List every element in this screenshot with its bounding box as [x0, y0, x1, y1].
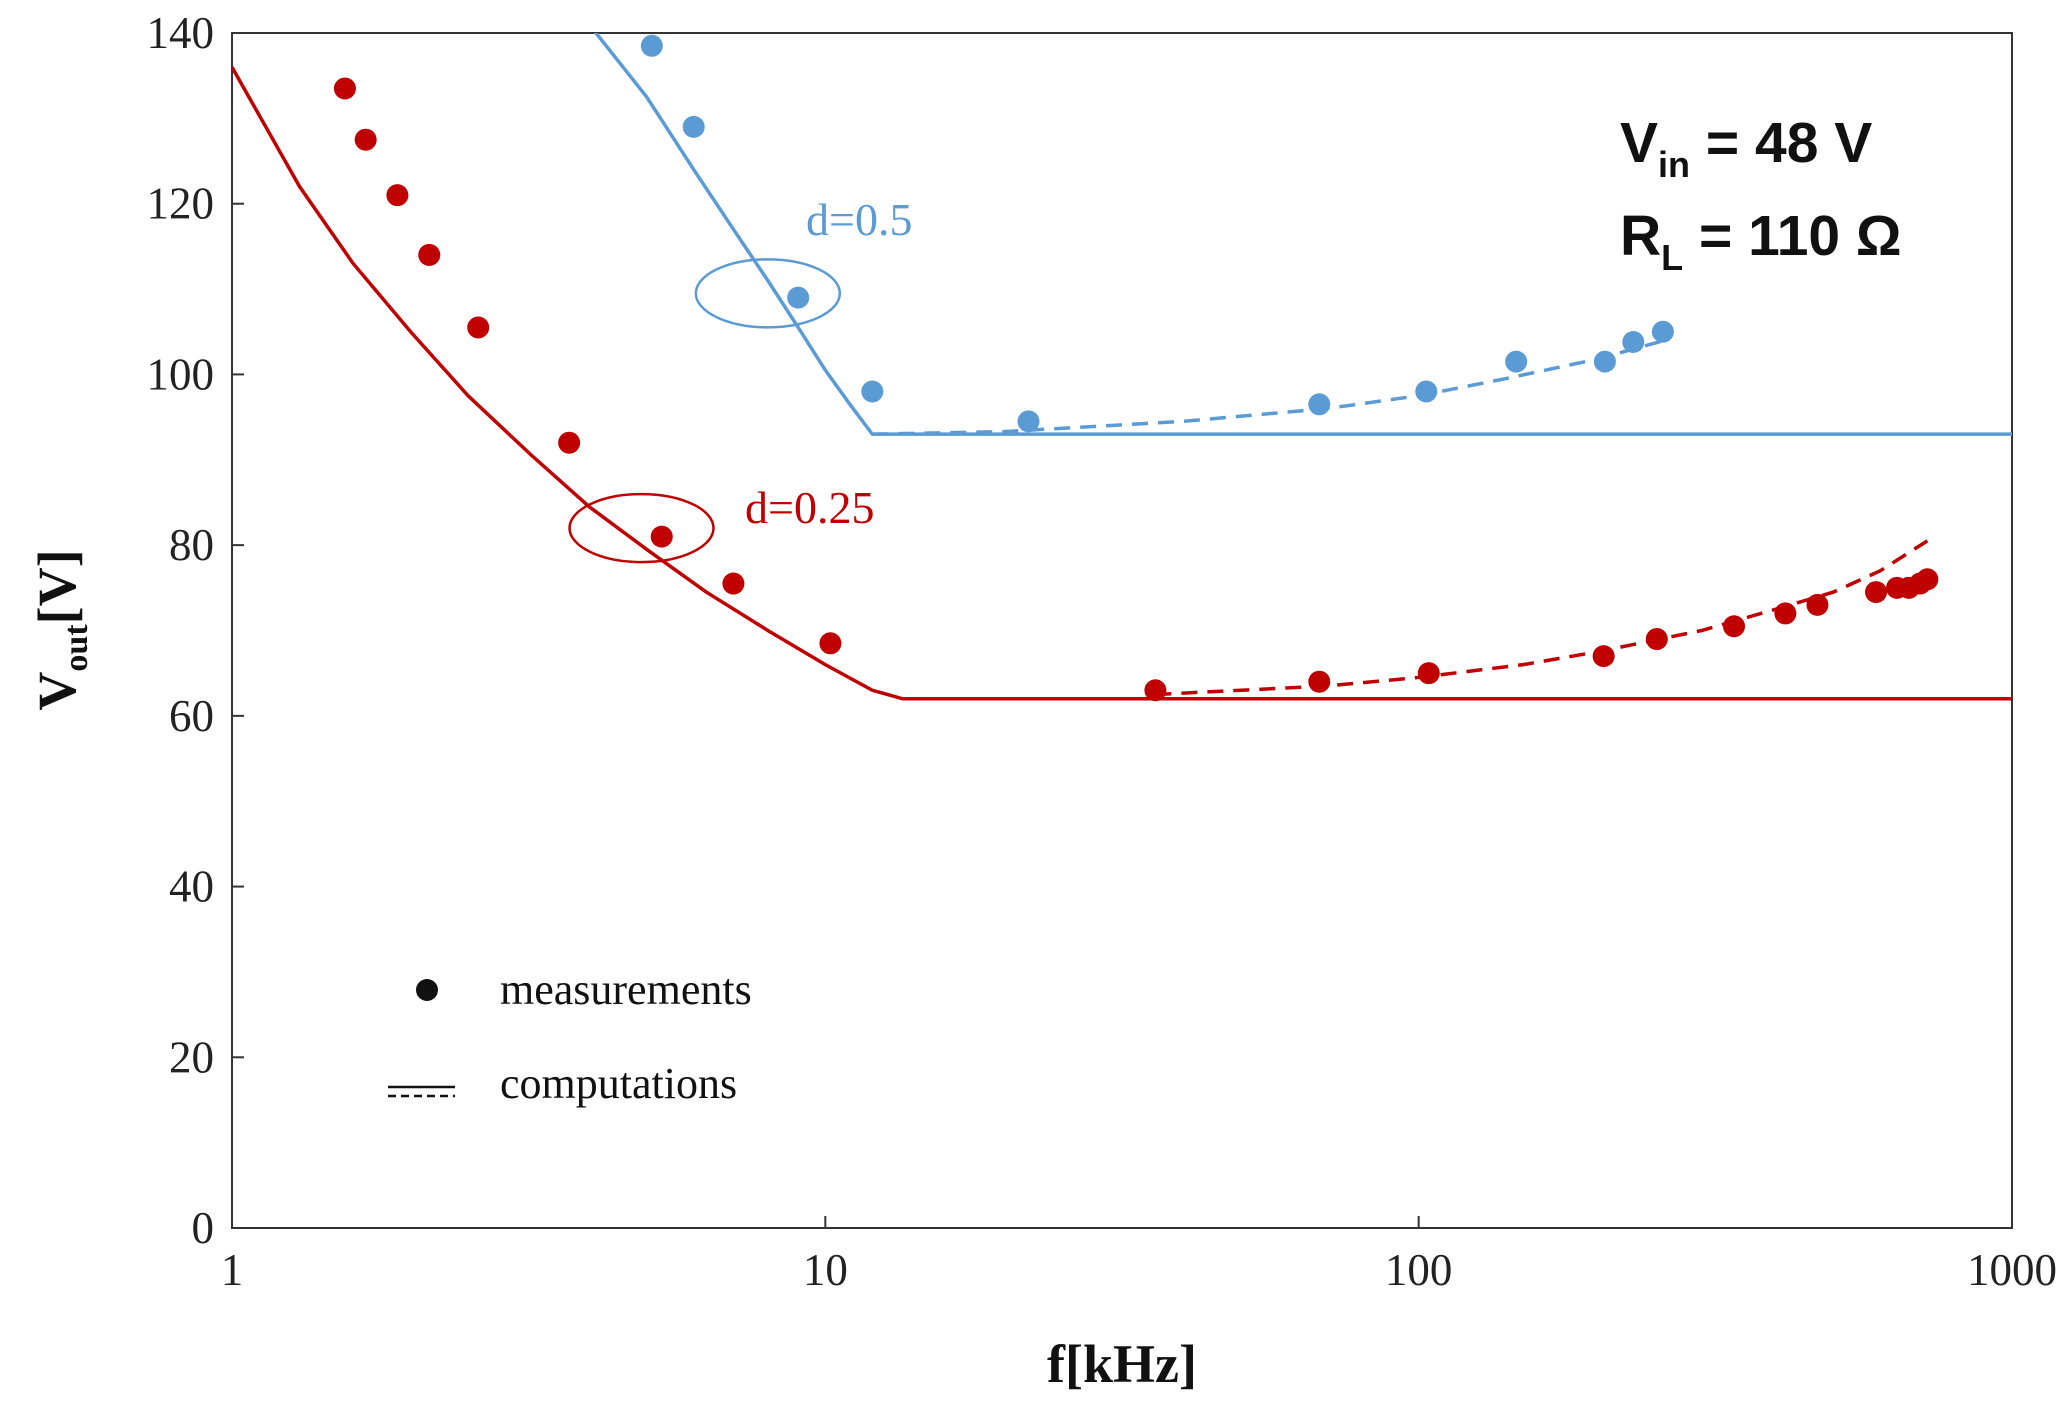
y-tick-label: 80	[169, 520, 214, 570]
measurement-point-d05	[1415, 380, 1438, 403]
measurement-point-d025	[1645, 628, 1668, 651]
computed-dashed-line-d025	[1155, 539, 1929, 697]
legend: measurements computations	[388, 965, 752, 1108]
measurement-point-d025	[1774, 602, 1797, 625]
x-tick-label: 10	[803, 1245, 848, 1295]
measurement-point-d025	[354, 128, 377, 151]
annotation-vin: Vin = 48 V	[1620, 111, 1872, 185]
y-tick-label: 140	[147, 8, 215, 58]
y-tick-label: 0	[192, 1203, 215, 1253]
y-axis-title-main: V	[27, 672, 87, 711]
measurement-point-d025	[1144, 679, 1167, 702]
series-markers	[333, 34, 1939, 702]
annotation-rl-rest: = 110 Ω	[1683, 204, 1901, 268]
computed-solid-line-d05	[593, 33, 2012, 436]
y-axis-title-unit: [V]	[27, 549, 87, 624]
measurement-point-d025	[1723, 615, 1746, 638]
annotation-rl: RL = 110 Ω	[1620, 204, 1902, 278]
measurement-point-d05	[682, 115, 705, 138]
x-tick-label: 1000	[1967, 1245, 2057, 1295]
annotation-rl-main: R	[1620, 204, 1661, 268]
annotation-vin-rest: = 48 V	[1690, 111, 1872, 175]
measurement-point-d025	[558, 431, 581, 454]
y-tick-label: 100	[147, 349, 215, 399]
measurement-point-d025	[1916, 568, 1939, 591]
highlight-ellipse-d05	[694, 258, 842, 329]
measurement-point-d025	[386, 184, 409, 207]
measurement-point-d025	[1865, 581, 1888, 604]
measurement-point-d025	[333, 77, 356, 100]
measurement-point-d025	[1308, 670, 1331, 693]
y-axis-title-sub: out	[58, 624, 95, 672]
y-tick-label: 60	[169, 691, 214, 741]
legend-measurements-label: measurements	[500, 965, 752, 1014]
series-label-d05: d=0.5	[806, 194, 912, 245]
axis-ticks: 0 20 40 60 80 100 120 140 1 10 100 1000	[147, 8, 2058, 1295]
measurement-point-d025	[467, 316, 490, 339]
measurement-point-d05	[1622, 330, 1645, 353]
annotation-vin-main: V	[1620, 111, 1658, 175]
legend-marker-icon	[416, 979, 438, 1001]
x-axis-title: f[kHz]	[1047, 1334, 1197, 1394]
x-tick-label: 100	[1385, 1245, 1453, 1295]
y-tick-label: 20	[169, 1032, 214, 1082]
annotation-rl-sub: L	[1661, 237, 1683, 278]
measurement-point-d05	[861, 380, 884, 403]
measurement-point-d05	[1651, 320, 1674, 343]
computed-dashed-line-d05	[872, 338, 1666, 436]
measurement-point-d025	[1417, 662, 1440, 685]
measurement-point-d05	[640, 34, 663, 57]
measurement-point-d05	[1308, 393, 1331, 416]
y-axis-title: Vout[V]	[27, 549, 95, 710]
measurement-point-d025	[418, 243, 441, 266]
annotation-vin-sub: in	[1658, 144, 1690, 185]
y-tick-label: 120	[147, 179, 215, 229]
measurement-point-d05	[1505, 350, 1528, 373]
highlight-ellipse-d025	[568, 492, 715, 564]
x-tick-label: 1	[221, 1245, 244, 1295]
computed-solid-line-d025	[232, 66, 2012, 701]
measurement-point-d025	[650, 525, 673, 548]
measurement-point-d025	[1806, 593, 1829, 616]
series-label-d025: d=0.25	[745, 482, 874, 533]
measurement-point-d05	[1593, 350, 1616, 373]
measurement-point-d025	[1592, 645, 1615, 668]
plot-frame	[231, 32, 2013, 1229]
measurement-point-d025	[819, 632, 842, 655]
measurement-point-d05	[1017, 410, 1040, 433]
measurement-point-d05	[787, 286, 810, 309]
measurement-point-d025	[722, 572, 745, 595]
legend-computations-label: computations	[500, 1059, 737, 1108]
y-tick-label: 40	[169, 862, 214, 912]
